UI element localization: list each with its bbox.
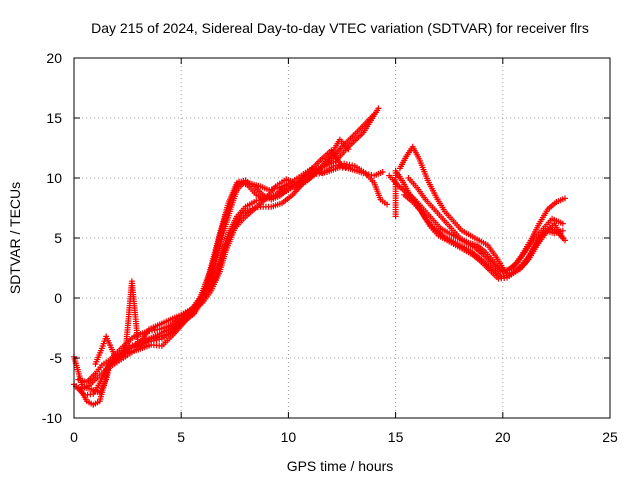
data-point <box>375 105 382 112</box>
grid <box>74 58 610 418</box>
data-point <box>559 227 566 234</box>
x-tick-label: 25 <box>602 429 618 445</box>
x-tick-label: 20 <box>495 429 511 445</box>
y-tick-label: 10 <box>46 170 62 186</box>
y-tick-label: -5 <box>50 350 63 366</box>
x-tick-label: 0 <box>70 429 78 445</box>
x-axis-label: GPS time / hours <box>287 458 394 474</box>
x-tick-labels: 0 5 10 15 20 25 <box>70 429 618 445</box>
data-point <box>345 146 352 153</box>
data-point <box>561 237 568 244</box>
x-tick-label: 5 <box>177 429 185 445</box>
y-tick-label: 0 <box>54 290 62 306</box>
axis-ticks <box>73 57 611 419</box>
chart-title: Day 215 of 2024, Sidereal Day-to-day VTE… <box>91 20 589 36</box>
y-tick-label: 15 <box>46 110 62 126</box>
y-tick-label: 20 <box>46 50 62 66</box>
data-point <box>384 201 391 208</box>
y-tick-labels: -10 -5 0 5 10 15 20 <box>42 50 62 426</box>
y-axis-label: SDTVAR / TECUs <box>7 182 23 294</box>
data-point <box>371 111 378 118</box>
data-point <box>559 220 566 227</box>
y-tick-label: 5 <box>54 230 62 246</box>
y-tick-label: -10 <box>42 410 62 426</box>
x-tick-label: 15 <box>388 429 404 445</box>
data-point <box>379 169 386 175</box>
x-tick-label: 10 <box>281 429 297 445</box>
data-points <box>71 105 568 408</box>
data-point <box>561 195 568 202</box>
